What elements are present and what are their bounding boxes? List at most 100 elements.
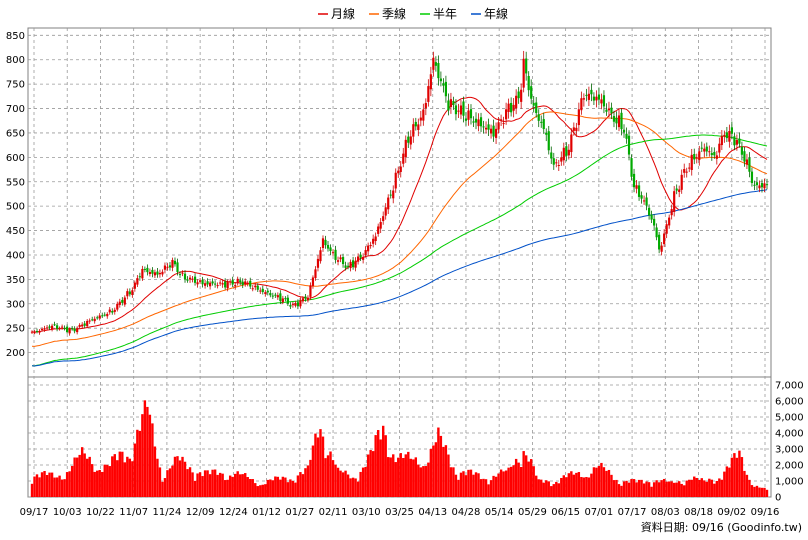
price-tick-label: 650: [6, 128, 25, 139]
volume-bar: [404, 454, 407, 497]
volume-bar: [251, 479, 254, 497]
volume-bar: [171, 465, 174, 497]
candle-body: [630, 158, 633, 177]
candle-body: [625, 133, 628, 139]
candle-body: [575, 127, 578, 132]
volume-bar: [96, 470, 99, 497]
candle-body: [362, 257, 365, 260]
volume-bar: [698, 479, 701, 497]
candle-body: [284, 298, 287, 300]
volume-bar: [582, 477, 586, 497]
volume-bar: [512, 465, 515, 497]
volume-bar: [93, 471, 96, 497]
price-tick-label: 350: [6, 275, 25, 286]
candle-body: [537, 114, 540, 121]
candle-body: [540, 121, 543, 123]
candle-body: [78, 324, 81, 327]
volume-bar: [371, 451, 375, 497]
candle-body: [306, 298, 310, 301]
volume-bar: [276, 476, 280, 497]
volume-bar: [83, 453, 86, 497]
volume-bar: [203, 470, 207, 497]
candle-body: [647, 207, 651, 216]
volume-bar: [218, 472, 222, 497]
candle-body: [246, 282, 249, 284]
volume-bar: [587, 477, 591, 497]
candle-body: [40, 328, 44, 330]
date-tick-label: 07/17: [618, 507, 647, 518]
volume-bar: [329, 451, 332, 497]
candle-body: [251, 288, 254, 290]
candle-body: [663, 233, 666, 245]
candle-body: [675, 188, 678, 191]
volume-bar: [763, 487, 766, 497]
candle-body: [660, 245, 663, 252]
candle-body: [632, 173, 636, 188]
candle-body: [48, 326, 51, 328]
volume-bar: [208, 474, 212, 497]
volume-bar: [432, 445, 435, 497]
volume-bar: [607, 469, 611, 497]
volume-bar: [637, 479, 641, 497]
volume-tick-label: 5,000: [775, 413, 804, 424]
candle-body: [474, 118, 478, 123]
volume-bar: [514, 458, 518, 497]
volume-bar: [198, 472, 202, 497]
candle-body: [404, 139, 407, 158]
volume-bar: [106, 464, 109, 497]
volume-bar: [745, 474, 749, 497]
volume-bar: [264, 484, 267, 497]
candle-body: [755, 182, 759, 186]
price-tick-label: 800: [6, 55, 25, 66]
date-tick-label: 09/17: [20, 507, 49, 518]
volume-bar: [233, 473, 237, 497]
volume-bar: [259, 485, 262, 497]
volume-bar: [625, 480, 628, 497]
candle-body: [349, 261, 352, 269]
volume-bar: [424, 466, 428, 497]
candle-body: [562, 147, 565, 161]
volume-bar: [389, 457, 392, 497]
candle-body: [311, 277, 315, 286]
volume-bar: [585, 477, 588, 497]
candle-body: [582, 98, 585, 100]
volume-bar: [414, 457, 418, 497]
volume-tick-label: 3,000: [775, 445, 804, 456]
volume-bar: [730, 457, 734, 497]
candle-body: [670, 209, 673, 216]
candle-body: [76, 328, 79, 333]
volume-bar: [620, 485, 623, 497]
volume-bar: [384, 435, 387, 497]
candle-body: [690, 154, 693, 171]
candle-body: [668, 217, 671, 226]
volume-bar: [509, 466, 513, 497]
date-tick-label: 04/28: [452, 507, 481, 518]
candle-body: [409, 136, 412, 145]
volume-bar: [336, 467, 340, 497]
candle-body: [637, 185, 641, 197]
candle-body: [209, 282, 212, 287]
candle-body: [173, 260, 177, 265]
candle-body: [530, 86, 533, 99]
volume-bar: [299, 472, 302, 497]
candle-body: [627, 135, 631, 155]
candle-body: [494, 128, 498, 138]
candle-body: [392, 190, 395, 199]
volume-bar: [449, 467, 453, 497]
candlesticks: [30, 50, 769, 336]
candle-body: [216, 285, 219, 287]
candle-body: [367, 245, 370, 252]
volume-bar: [143, 400, 147, 497]
legend: 月線 季線 半年 年線: [318, 6, 508, 21]
price-tick-label: 200: [6, 348, 25, 359]
volume-bar: [141, 414, 144, 497]
candle-body: [329, 247, 332, 252]
candle-body: [748, 157, 751, 172]
volume-bar: [725, 466, 729, 497]
volume-bar: [567, 473, 571, 497]
volume-bar: [387, 457, 390, 497]
volume-bar: [188, 467, 192, 497]
candle-body: [271, 295, 274, 297]
candle-body: [487, 124, 490, 130]
volume-bar: [572, 474, 576, 497]
